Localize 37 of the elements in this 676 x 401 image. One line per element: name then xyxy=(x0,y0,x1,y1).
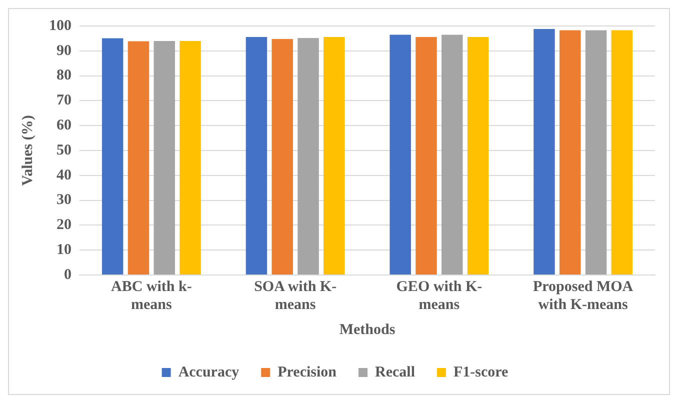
y-tick-label: 60 xyxy=(56,117,72,134)
bar xyxy=(298,38,319,274)
x-axis-title: Methods xyxy=(339,322,396,338)
y-tick-label: 20 xyxy=(56,217,72,234)
legend-label: Precision xyxy=(278,364,338,380)
bar xyxy=(390,34,411,274)
y-tick-label: 40 xyxy=(56,167,72,184)
bar xyxy=(442,34,463,274)
bar xyxy=(611,30,633,274)
bar xyxy=(585,30,607,274)
bar xyxy=(534,28,555,274)
y-tick-label: 0 xyxy=(64,266,72,283)
legend-label: Accuracy xyxy=(178,364,240,380)
bar xyxy=(180,40,201,274)
bar xyxy=(246,36,268,274)
bar xyxy=(416,36,437,274)
x-tick-label: SOA with K-means xyxy=(254,278,337,313)
y-tick-label: 100 xyxy=(49,18,72,34)
y-tick-label: 90 xyxy=(56,42,72,59)
bar xyxy=(467,36,489,274)
y-tick-label: 50 xyxy=(56,142,72,158)
bar xyxy=(272,38,293,274)
legend-label: Recall xyxy=(375,364,415,380)
bar xyxy=(324,36,345,274)
bar xyxy=(128,41,150,274)
y-axis-title: Values (%) xyxy=(20,115,36,186)
legend-label: F1-score xyxy=(453,364,509,380)
x-tick-label: GEO with K-means xyxy=(396,278,482,313)
bar xyxy=(154,40,176,274)
x-tick-label: ABC with k-means xyxy=(111,278,192,313)
y-tick-label: 10 xyxy=(56,242,72,258)
bar xyxy=(102,38,124,274)
y-tick-label: 30 xyxy=(56,192,72,208)
y-tick-label: 70 xyxy=(56,92,72,109)
y-tick-label: 80 xyxy=(56,68,72,84)
x-tick-label: Proposed MOA with K-means xyxy=(532,278,634,313)
bar xyxy=(559,30,581,274)
